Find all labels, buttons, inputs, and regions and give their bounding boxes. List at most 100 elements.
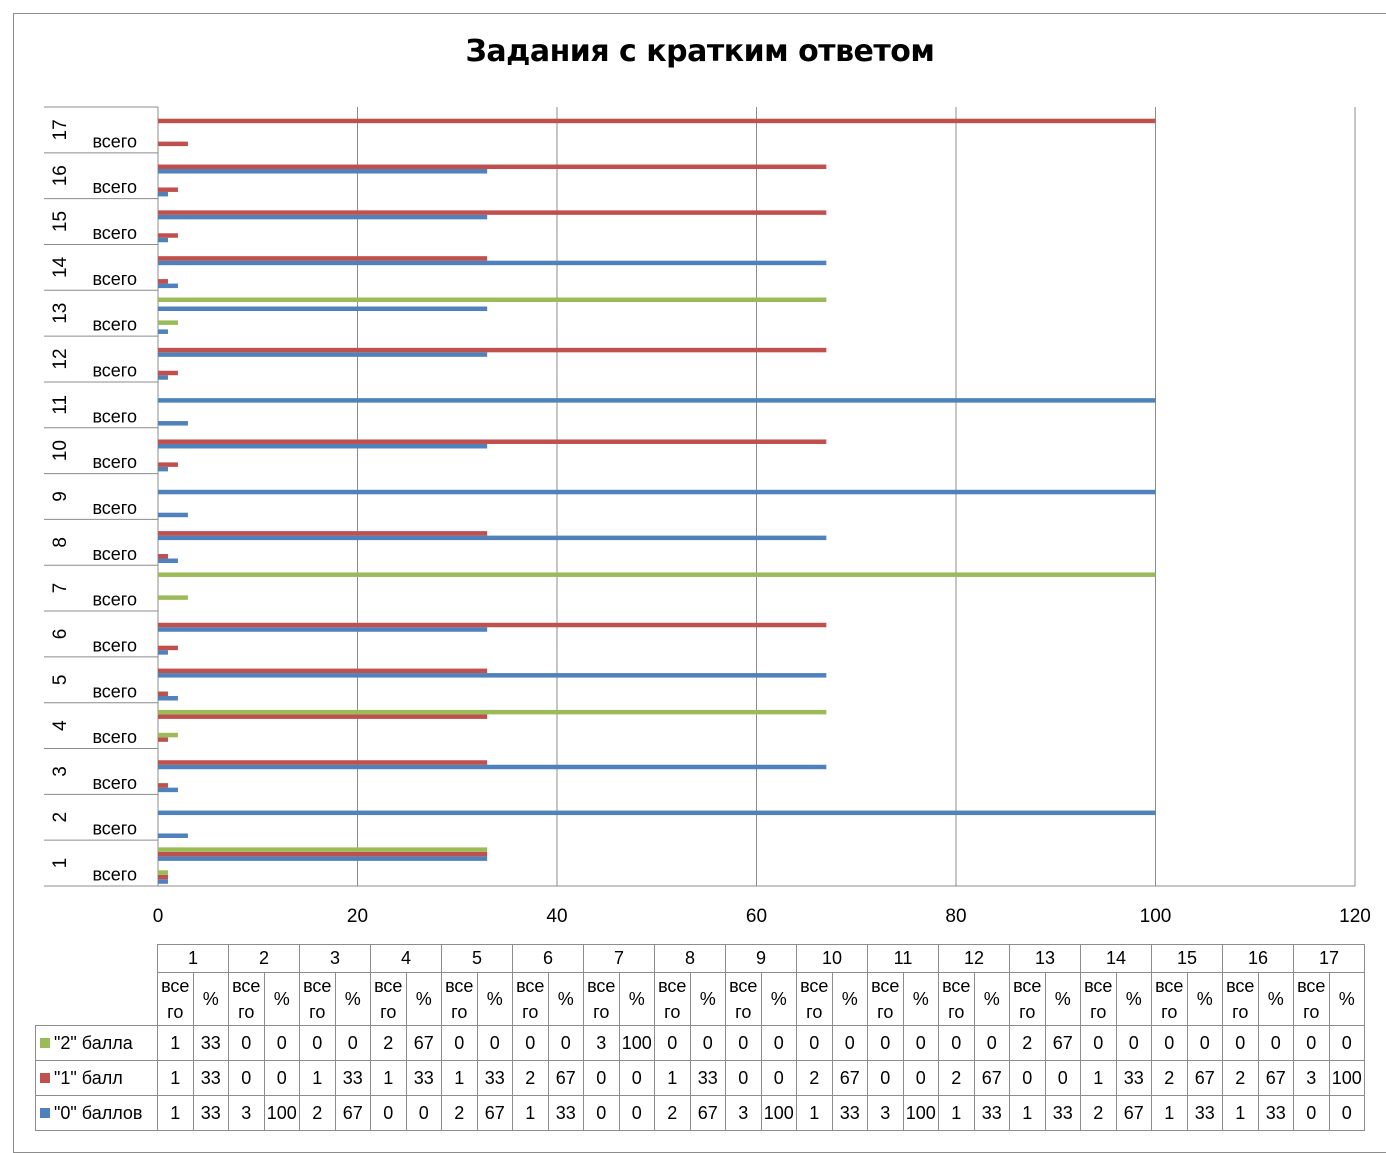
table-subheader-percent: % [902,972,939,1026]
category-label: 1 [50,858,71,869]
table-cell-total: 1 [796,1095,833,1131]
table-subheader-percent: % [1115,972,1152,1026]
bar [158,443,488,449]
table-cell-total: 1 [441,1060,478,1096]
bar [158,191,168,197]
table-cell-percent: 67 [1115,1095,1152,1131]
table-subheader-percent: % [689,972,726,1026]
table-cell-total: 2 [512,1060,549,1096]
table-cell-percent: 0 [618,1060,655,1096]
table-cell-total: 0 [1080,1025,1117,1061]
table-subheader-percent: % [618,972,655,1026]
table-cell-percent: 67 [334,1095,371,1131]
table-category-header: 7 [583,944,655,973]
table-cell-total: 2 [1080,1095,1117,1131]
category-label: 3 [50,766,71,777]
bar [158,696,178,701]
x-tick-label: 120 [1339,906,1371,927]
table-cell-percent: 33 [476,1060,513,1096]
table-cell-total: 3 [867,1095,904,1131]
category-label: 7 [50,583,71,594]
bar [158,439,827,444]
table-cell-total: 0 [1222,1025,1259,1061]
table-cell-percent: 0 [1328,1025,1365,1061]
table-category-header: 10 [796,944,868,973]
table-category-header: 14 [1080,944,1152,973]
table-subheader-total: все го [938,972,975,1026]
bar [158,760,488,765]
table-subheader-total: все го [654,972,691,1026]
table-subheader-total: все го [512,972,549,1026]
table-subheader-percent: % [547,972,584,1026]
table-subheader-total: все го [1080,972,1117,1026]
table-row: "1" балл 1 33 0 0 1 33 1 33 1 33 2 67 0 0 1 33 0 0 2 67 0 0 2 67… [35,1060,1365,1096]
table-cell-percent: 33 [192,1060,229,1096]
table-subheader-percent: % [1328,972,1365,1026]
bar [158,489,1156,495]
table-cell-percent: 0 [760,1060,797,1096]
table-cell-percent: 67 [476,1095,513,1131]
data-table: 1 2 3 4 5 6 7 8 9 10 11 12 13 14 15 16 17 все го% все го% все… [35,944,1365,1131]
table-subheader-total: все го [157,972,194,1026]
bar [158,673,827,678]
table-cell-total: 1 [938,1095,975,1131]
table-cell-total: 0 [441,1025,478,1061]
sub-category-label: всего [92,544,137,564]
x-tick-label: 80 [945,906,966,927]
bar [158,535,827,541]
bar [158,370,178,376]
table-category-header: 3 [299,944,371,973]
table-cell-percent: 0 [1115,1025,1152,1061]
table-cell-percent: 0 [1328,1095,1365,1131]
bar [158,732,178,738]
bar [158,737,168,742]
bar [158,787,178,793]
category-label: 12 [50,348,71,369]
table-cell-total: 1 [299,1060,336,1096]
table-cell-percent: 100 [618,1025,655,1061]
bar [158,352,488,357]
table-cell-total: 3 [725,1095,762,1131]
legend-swatch [40,1107,50,1118]
table-subheader-total: все го [299,972,336,1026]
x-tick-label: 100 [1140,906,1172,927]
table-cell-percent: 67 [973,1060,1010,1096]
table-cell-total: 0 [867,1060,904,1096]
bar [158,214,488,220]
bar [158,856,488,861]
table-subheader-percent: % [973,972,1010,1026]
table-subheader-total: все го [1293,972,1330,1026]
table-cell-total: 2 [370,1025,407,1061]
bar [158,595,188,600]
table-cell-total: 2 [654,1095,691,1131]
table-cell-total: 0 [1009,1060,1046,1096]
table-category-header: 11 [867,944,939,973]
table-cell-total: 2 [1222,1060,1259,1096]
table-subheader-total: все го [1151,972,1188,1026]
table-cell-percent: 100 [1328,1060,1365,1096]
table-cell-total: 1 [370,1060,407,1096]
table-category-header: 5 [441,944,513,973]
table-cell-total: 0 [725,1025,762,1061]
table-subheader-percent: % [760,972,797,1026]
table-cell-total: 2 [299,1095,336,1131]
table-subheader-total: все го [867,972,904,1026]
sub-category-label: всего [92,819,137,839]
sub-category-label: всего [92,131,137,151]
table-cell-percent: 67 [1186,1060,1223,1096]
sub-category-label: всего [92,452,137,472]
sub-category-label: всего [92,315,137,335]
table-cell-percent: 0 [263,1025,300,1061]
table-cell-total: 0 [938,1025,975,1061]
sub-category-label: всего [92,406,137,426]
table-category-header: 13 [1009,944,1081,973]
table-cell-percent: 33 [192,1095,229,1131]
bar [158,398,1156,403]
table-cell-total: 0 [512,1025,549,1061]
table-cell-total: 0 [370,1095,407,1131]
table-category-header: 15 [1151,944,1223,973]
table-cell-total: 0 [1151,1025,1188,1061]
category-label: 6 [50,629,71,640]
table-subheader-percent: % [831,972,868,1026]
sub-category-label: всего [92,498,137,518]
